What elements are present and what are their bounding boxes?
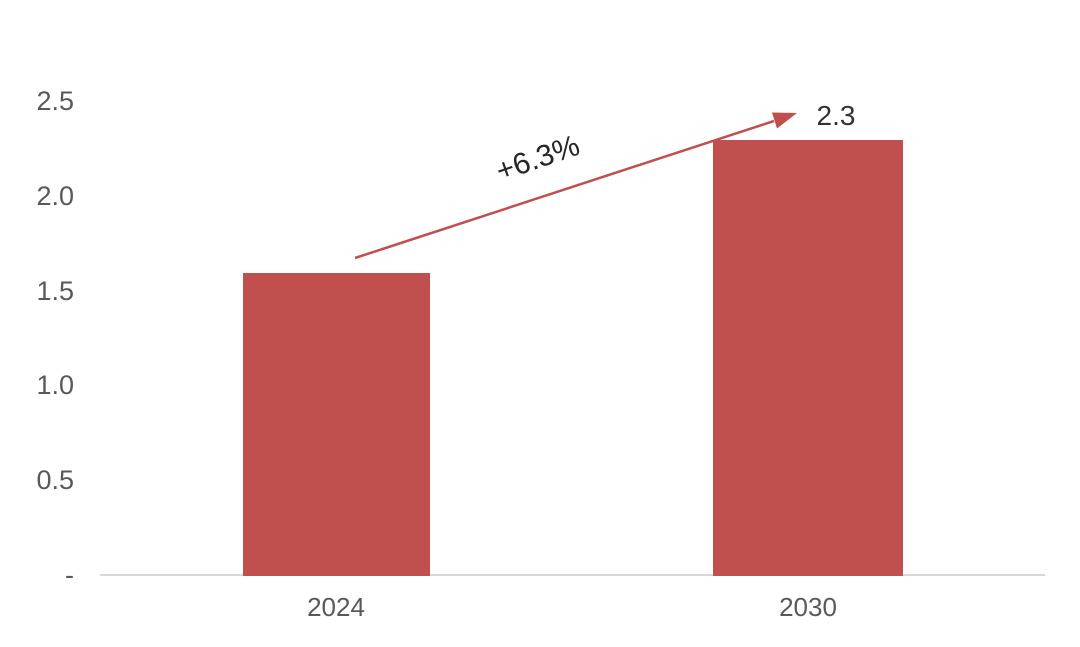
y-tick-label-1-5: 1.5 (36, 276, 74, 306)
bar-2030 (713, 140, 903, 576)
x-tick-label-2024: 2024 (307, 592, 365, 622)
y-tick-label-2-5: 2.5 (36, 86, 74, 116)
bar-2024 (243, 273, 430, 576)
growth-arrow (354, 112, 797, 260)
bar-value-label-2030: 2.3 (816, 100, 856, 131)
y-tick-label-1-0: 1.0 (36, 370, 74, 400)
y-tick-label-0-5: 0.5 (36, 465, 74, 495)
x-tick-label-2030: 2030 (779, 592, 837, 622)
y-tick-label-zero: - (65, 560, 74, 590)
y-tick-label-2-0: 2.0 (36, 181, 74, 211)
growth-arrow-head (772, 112, 797, 129)
x-axis-line (100, 574, 1045, 576)
growth-arrow-line (354, 119, 775, 260)
